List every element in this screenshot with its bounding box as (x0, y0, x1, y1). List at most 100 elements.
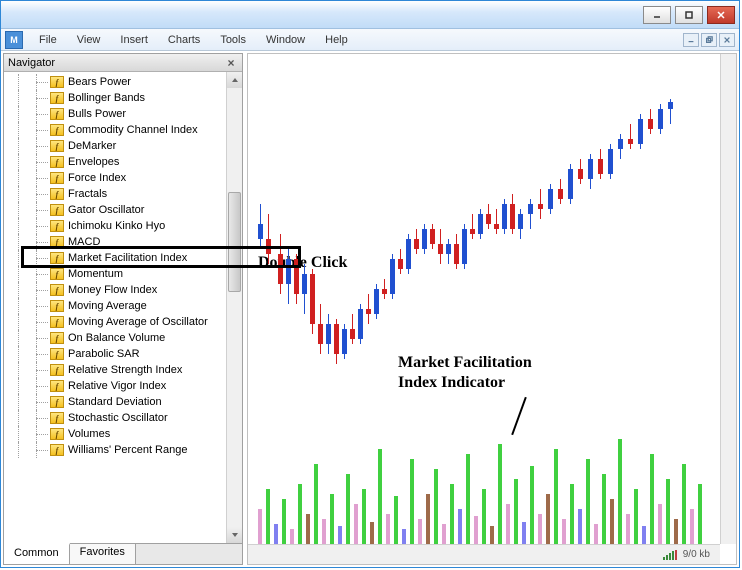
navigator-close-button[interactable]: × (224, 56, 238, 70)
mfi-bar (634, 489, 638, 544)
indicator-label: Williams' Percent Range (68, 444, 187, 456)
mfi-bar (538, 514, 542, 544)
indicator-item[interactable]: f Williams' Percent Range (8, 442, 242, 458)
mfi-bar (698, 484, 702, 544)
indicator-item[interactable]: fParabolic SAR (8, 346, 242, 362)
chart-canvas[interactable]: Double Click Market Facilitation Index I… (248, 54, 720, 544)
mfi-bar (690, 509, 694, 544)
indicator-label: Bollinger Bands (68, 92, 145, 104)
scroll-down-button[interactable] (227, 527, 242, 543)
indicator-label: Commodity Channel Index (68, 124, 198, 136)
indicator-item[interactable]: fStochastic Oscillator (8, 410, 242, 426)
mfi-bar (314, 464, 318, 544)
indicator-icon: f (50, 444, 64, 456)
mfi-bar (674, 519, 678, 544)
mfi-bar (410, 459, 414, 544)
indicator-icon: f (50, 380, 64, 392)
indicator-label: Force Index (68, 172, 126, 184)
mfi-bar (402, 529, 406, 544)
indicator-item[interactable]: fMomentum (8, 266, 242, 282)
indicator-item[interactable]: fMarket Facilitation Index (8, 250, 242, 266)
app-window: M FileViewInsertChartsToolsWindowHelp Na… (0, 0, 740, 568)
menu-insert[interactable]: Insert (110, 29, 158, 51)
indicator-icon: f (50, 172, 64, 184)
indicator-item[interactable]: fVolumes (8, 426, 242, 442)
indicator-item[interactable]: fMoving Average of Oscillator (8, 314, 242, 330)
indicator-item[interactable]: fGator Oscillator (8, 202, 242, 218)
indicator-icon: f (50, 300, 64, 312)
navigator-tree[interactable]: fBears PowerfBollinger BandsfBulls Power… (4, 72, 242, 543)
menu-help[interactable]: Help (315, 29, 358, 51)
indicator-label: On Balance Volume (68, 332, 165, 344)
indicator-label: DeMarker (68, 140, 116, 152)
indicator-item[interactable]: fStandard Deviation (8, 394, 242, 410)
indicator-label: Money Flow Index (68, 284, 157, 296)
mfi-bar (586, 459, 590, 544)
menu-tools[interactable]: Tools (210, 29, 256, 51)
chart-scrollbar-horizontal[interactable]: 9/0 kb (248, 544, 720, 564)
tab-common[interactable]: Common (4, 543, 70, 564)
indicator-item[interactable]: fIchimoku Kinko Hyo (8, 218, 242, 234)
mdi-close-button[interactable] (719, 33, 735, 47)
chart-area[interactable]: Double Click Market Facilitation Index I… (247, 53, 737, 565)
indicator-item[interactable]: fMACD (8, 234, 242, 250)
indicator-item[interactable]: fBollinger Bands (8, 90, 242, 106)
titlebar (1, 1, 739, 29)
indicator-item[interactable]: fBulls Power (8, 106, 242, 122)
indicator-item[interactable]: fBears Power (8, 74, 242, 90)
indicator-item[interactable]: fRelative Strength Index (8, 362, 242, 378)
indicator-label: Fractals (68, 188, 107, 200)
mfi-bar (354, 504, 358, 544)
indicator-item[interactable]: fOn Balance Volume (8, 330, 242, 346)
annotation-pointer-line (511, 397, 527, 435)
mfi-bar (418, 519, 422, 544)
mfi-bar (682, 464, 686, 544)
menu-charts[interactable]: Charts (158, 29, 210, 51)
navigator-scrollbar[interactable] (226, 72, 242, 543)
mfi-bar (482, 489, 486, 544)
menu-file[interactable]: File (29, 29, 67, 51)
indicator-label: Standard Deviation (68, 396, 162, 408)
maximize-button[interactable] (675, 6, 703, 24)
menu-window[interactable]: Window (256, 29, 315, 51)
indicator-item[interactable]: fFractals (8, 186, 242, 202)
indicator-icon: f (50, 140, 64, 152)
indicator-item[interactable]: fEnvelopes (8, 154, 242, 170)
mfi-bar (506, 504, 510, 544)
annotation-double-click: Double Click (258, 254, 347, 272)
tab-favorites[interactable]: Favorites (70, 544, 136, 564)
indicator-item[interactable]: f DeMarker (8, 138, 242, 154)
indicator-icon: f (50, 284, 64, 296)
indicator-label: Volumes (68, 428, 110, 440)
minimize-button[interactable] (643, 6, 671, 24)
chart-scrollbar-vertical[interactable] (720, 54, 736, 544)
indicator-item[interactable]: f Money Flow Index (8, 282, 242, 298)
mfi-bar (394, 496, 398, 544)
indicator-label: Parabolic SAR (68, 348, 140, 360)
close-button[interactable] (707, 6, 735, 24)
mfi-bar (562, 519, 566, 544)
connection-icon (663, 550, 677, 560)
menubar: M FileViewInsertChartsToolsWindowHelp (1, 29, 739, 51)
indicator-icon: f (50, 236, 64, 248)
mfi-bar (602, 474, 606, 544)
mfi-bar (386, 514, 390, 544)
scroll-thumb[interactable] (228, 192, 241, 292)
mfi-bar (346, 474, 350, 544)
mfi-bar (434, 469, 438, 544)
indicator-label: Moving Average (68, 300, 147, 312)
indicator-item[interactable]: fCommodity Channel Index (8, 122, 242, 138)
mfi-bar (274, 524, 278, 544)
annotation-mfi-line2: Index Indicator (398, 374, 505, 392)
mfi-bar (554, 449, 558, 544)
navigator-title: Navigator (8, 57, 55, 69)
indicator-item[interactable]: fRelative Vigor Index (8, 378, 242, 394)
mdi-restore-button[interactable] (701, 33, 717, 47)
indicator-icon: f (50, 252, 64, 264)
menu-view[interactable]: View (67, 29, 111, 51)
indicator-item[interactable]: f Moving Average (8, 298, 242, 314)
mfi-bar (570, 484, 574, 544)
mdi-minimize-button[interactable] (683, 33, 699, 47)
indicator-item[interactable]: f Force Index (8, 170, 242, 186)
scroll-up-button[interactable] (227, 72, 242, 88)
